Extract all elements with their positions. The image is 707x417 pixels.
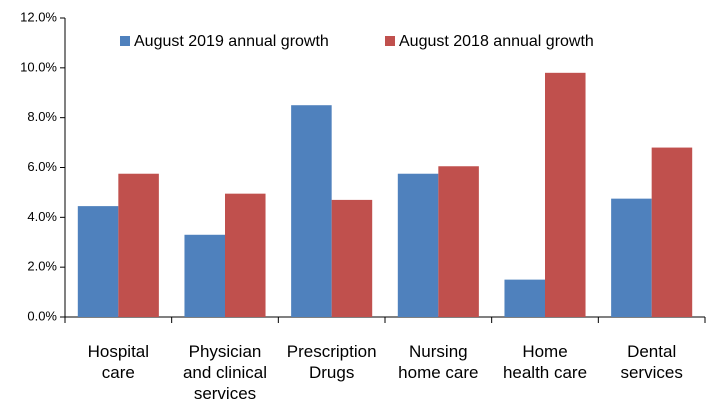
bar <box>651 147 693 317</box>
x-tick-label: Prescription Drugs <box>286 342 377 382</box>
legend-label: August 2019 annual growth <box>134 33 329 50</box>
bar <box>397 173 439 317</box>
legend-swatch <box>385 36 395 46</box>
bar <box>118 173 159 317</box>
bar <box>438 166 479 317</box>
bar <box>225 193 266 317</box>
bar <box>77 206 119 317</box>
x-tick-label: Hospital care <box>87 342 150 382</box>
y-tick-label: 2.0% <box>27 259 57 274</box>
y-tick-label: 8.0% <box>27 109 57 124</box>
x-tick-label: Physician and clinical services <box>182 342 268 403</box>
x-tick-label: Nursing home care <box>398 342 479 382</box>
y-tick-label: 12.0% <box>20 9 57 24</box>
bar <box>331 199 373 317</box>
bar <box>184 234 225 317</box>
y-tick-label: 6.0% <box>27 159 57 174</box>
y-tick-label: 4.0% <box>27 209 57 224</box>
bar <box>504 279 545 317</box>
x-tick-label: Home health care <box>502 342 588 382</box>
bar <box>545 72 586 317</box>
y-tick-label: 10.0% <box>20 59 57 74</box>
x-tick-label: Dental services <box>620 342 683 382</box>
bar <box>611 198 652 317</box>
bar <box>291 105 332 317</box>
legend-swatch <box>120 36 130 46</box>
y-tick-label: 0.0% <box>27 308 57 323</box>
legend-label: August 2018 annual growth <box>399 33 594 50</box>
